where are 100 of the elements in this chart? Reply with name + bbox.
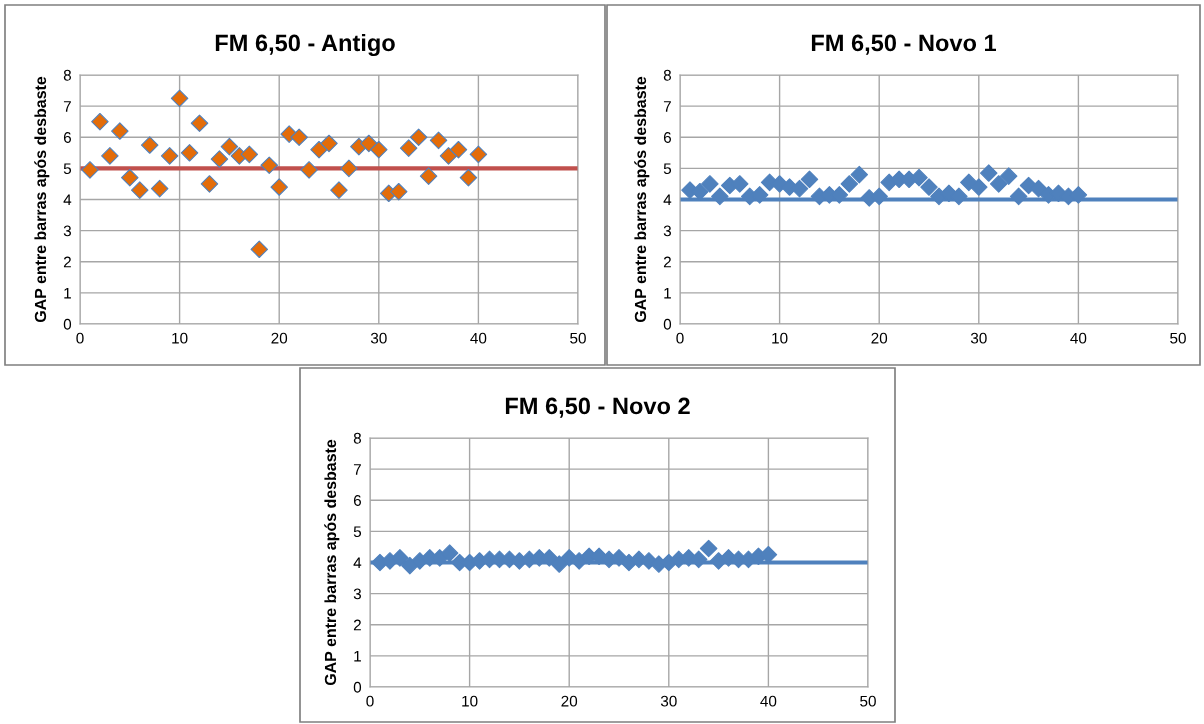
point — [699, 539, 718, 558]
y-tick-label: 5 — [353, 526, 362, 538]
point — [290, 128, 308, 147]
point — [1009, 187, 1028, 206]
point — [850, 165, 869, 184]
point — [130, 181, 149, 199]
x-tick-label: 30 — [970, 332, 987, 344]
point — [979, 164, 998, 182]
point — [360, 134, 378, 153]
y-tick-label: 6 — [63, 132, 71, 143]
point — [150, 179, 169, 198]
y-tick-label: 6 — [663, 132, 671, 143]
x-tick-label: 10 — [462, 695, 478, 707]
point — [260, 156, 279, 175]
chart-title: FM 6,50 - Novo 2 — [505, 397, 690, 418]
y-tick-label: 5 — [63, 163, 72, 175]
point — [449, 140, 468, 159]
x-tick-label: 50 — [1170, 332, 1186, 344]
y-tick-label: 0 — [663, 318, 672, 330]
y-tick-label: 0 — [353, 681, 362, 693]
point — [399, 139, 418, 157]
y-tick-label: 7 — [353, 464, 361, 475]
point — [81, 161, 99, 179]
y-tick-label: 1 — [64, 287, 71, 299]
y-tick-label: 4 — [663, 194, 672, 206]
y-tick-label: 3 — [353, 588, 361, 600]
y-tick-label: 0 — [63, 318, 72, 330]
y-axis-title: GAP entre barras após desbaste — [634, 76, 650, 323]
point — [210, 150, 229, 168]
point — [140, 136, 159, 154]
point — [419, 167, 438, 185]
y-tick-label: 4 — [63, 194, 72, 206]
y-tick-label: 8 — [663, 69, 671, 81]
y-tick-label: 2 — [353, 619, 361, 631]
y-tick-label: 3 — [663, 225, 671, 237]
point — [999, 167, 1018, 185]
y-tick-label: 5 — [663, 163, 672, 175]
chart-title: FM 6,50 - Novo 1 — [811, 34, 996, 55]
point — [101, 147, 119, 165]
point — [701, 175, 719, 193]
y-tick-label: 7 — [663, 101, 671, 112]
x-tick-label: 40 — [1070, 332, 1087, 344]
point — [550, 555, 569, 573]
point — [170, 89, 189, 108]
point — [429, 131, 448, 150]
point — [389, 182, 408, 201]
x-tick-label: 0 — [676, 332, 684, 344]
x-tick-label: 50 — [570, 332, 586, 344]
y-tick-label: 7 — [63, 101, 71, 112]
point — [920, 178, 938, 196]
point — [190, 114, 209, 133]
y-axis-title: GAP entre barras após desbaste — [324, 439, 340, 686]
x-tick-label: 40 — [470, 332, 487, 344]
point — [459, 168, 478, 187]
x-tick-label: 0 — [76, 332, 84, 344]
y-tick-label: 2 — [663, 256, 671, 268]
point — [270, 178, 288, 196]
point — [409, 128, 428, 147]
point — [370, 140, 388, 159]
x-tick-label: 10 — [772, 332, 788, 344]
x-tick-label: 50 — [860, 695, 876, 707]
point — [220, 137, 239, 156]
chart-title: FM 6,50 - Antigo — [215, 33, 395, 57]
y-tick-label: 8 — [353, 432, 361, 444]
point — [250, 240, 269, 259]
y-tick-label: 2 — [63, 256, 71, 268]
point — [91, 112, 109, 131]
point — [391, 549, 409, 567]
y-axis-title: GAP entre barras após desbaste — [34, 76, 50, 323]
point — [340, 159, 358, 178]
x-tick-label: 10 — [172, 332, 188, 344]
y-tick-label: 6 — [353, 495, 361, 506]
x-tick-label: 30 — [370, 332, 387, 344]
point — [840, 175, 859, 193]
point — [320, 134, 338, 153]
point — [240, 145, 259, 164]
point — [111, 122, 129, 140]
y-tick-label: 1 — [354, 650, 361, 662]
y-tick-label: 8 — [63, 69, 71, 81]
y-tick-label: 3 — [63, 225, 71, 237]
x-tick-label: 30 — [660, 695, 677, 707]
point — [300, 161, 318, 179]
x-tick-label: 20 — [871, 332, 888, 344]
point — [310, 140, 328, 159]
x-tick-label: 0 — [366, 695, 374, 707]
point — [440, 544, 459, 562]
point — [711, 187, 729, 206]
y-tick-label: 1 — [664, 287, 671, 299]
point — [989, 175, 1008, 193]
point — [330, 181, 348, 199]
point — [469, 145, 488, 164]
point — [180, 144, 199, 162]
point — [800, 170, 819, 189]
point — [200, 175, 219, 193]
x-tick-label: 20 — [561, 695, 578, 707]
point — [160, 147, 179, 165]
x-tick-label: 40 — [760, 695, 777, 707]
x-tick-label: 20 — [271, 332, 288, 344]
y-tick-label: 4 — [353, 557, 362, 569]
point — [121, 168, 139, 187]
